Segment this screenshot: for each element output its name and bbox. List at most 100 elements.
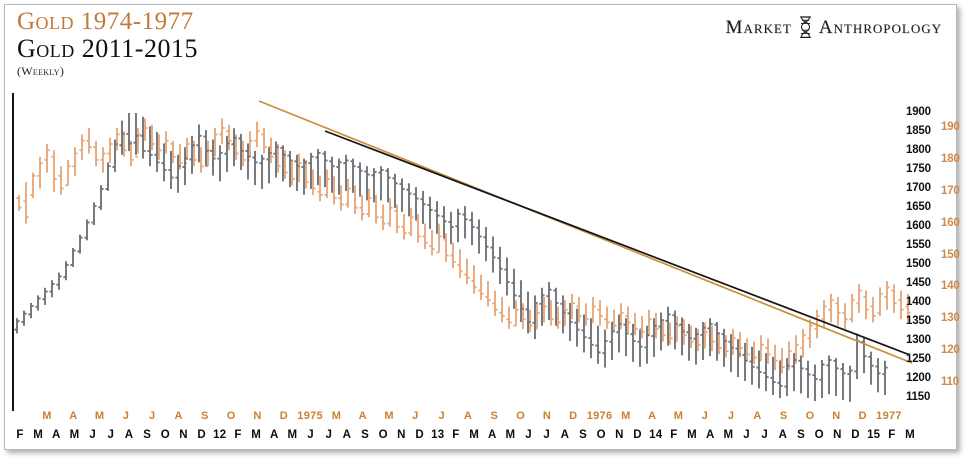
ohlc-bar xyxy=(833,358,839,397)
ohlc-bar xyxy=(231,128,237,167)
ohlc-bar xyxy=(308,152,314,189)
ohlc-bar xyxy=(44,143,50,173)
x-tick-orange: A xyxy=(69,410,78,422)
ohlc-bar xyxy=(784,358,790,397)
y-tick-orange: 180 xyxy=(941,152,960,165)
x-tick-black: F xyxy=(452,429,460,441)
ohlc-bar xyxy=(490,236,496,273)
ohlc-bar xyxy=(210,139,216,176)
y-tick-black: 1350 xyxy=(906,315,931,327)
dna-helix-icon xyxy=(799,16,811,38)
x-tick-orange: A xyxy=(463,410,473,422)
ohlc-bar xyxy=(366,188,372,218)
x-tick-orange: J xyxy=(438,410,445,422)
ohlc-bar xyxy=(380,204,386,230)
ohlc-bar xyxy=(51,150,57,192)
ohlc-bar xyxy=(399,178,405,212)
y-tick-black: 1850 xyxy=(906,125,931,137)
x-tick-black: A xyxy=(487,429,497,441)
ohlc-bar xyxy=(679,317,685,356)
ohlc-bar xyxy=(30,172,36,199)
x-tick-black: A xyxy=(270,429,279,441)
ohlc-bar xyxy=(805,360,811,398)
ohlc-bar xyxy=(623,318,629,357)
ohlc-bar xyxy=(478,274,484,301)
x-tick-orange: D xyxy=(858,410,867,422)
ohlc-bar xyxy=(457,249,463,278)
ohlc-bar xyxy=(812,364,818,402)
ohlc-bar xyxy=(609,322,615,360)
x-tick-black: M xyxy=(505,429,516,441)
ohlc-bar xyxy=(891,284,897,313)
price-chart-plot xyxy=(14,100,913,402)
ohlc-bar xyxy=(119,120,125,155)
ohlc-bar xyxy=(322,151,328,188)
ohlc-bar xyxy=(350,158,356,193)
ohlc-bar xyxy=(462,206,468,239)
x-tick-black: A xyxy=(560,429,570,441)
ohlc-bar xyxy=(385,168,391,203)
x-tick-black: O xyxy=(814,429,824,441)
x-tick-black: N xyxy=(397,429,406,441)
ohlc-bar xyxy=(616,314,622,353)
ohlc-bar xyxy=(126,113,132,151)
ohlc-bar xyxy=(693,327,699,365)
ohlc-bar xyxy=(16,194,22,211)
ohlc-bar xyxy=(791,353,797,392)
ohlc-bar xyxy=(875,358,881,393)
ohlc-bar xyxy=(476,219,482,254)
x-tick-black: M xyxy=(287,429,298,441)
ohlc-bar xyxy=(630,323,636,362)
ohlc-bar xyxy=(378,166,384,201)
x-tick-black: N xyxy=(179,429,188,441)
x-tick-black: A xyxy=(778,429,788,441)
x-tick-black: J xyxy=(525,429,532,441)
ohlc-bar xyxy=(182,147,188,186)
ohlc-bar xyxy=(450,242,456,269)
ohlc-bar xyxy=(317,175,323,202)
ohlc-bar xyxy=(364,166,370,201)
logo-word-market: Market xyxy=(725,17,792,38)
x-tick-orange: D xyxy=(279,410,288,422)
ohlc-bar xyxy=(742,342,748,381)
ohlc-bar xyxy=(672,310,678,350)
ohlc-bar xyxy=(170,140,176,164)
y-tick-orange: 140 xyxy=(941,280,960,293)
x-tick-black: D xyxy=(851,429,860,441)
ohlc-bar xyxy=(65,159,71,187)
x-tick-black: D xyxy=(197,429,206,441)
x-tick-black: A xyxy=(705,429,715,441)
x-tick-orange: O xyxy=(226,410,236,422)
ohlc-bar xyxy=(413,187,419,221)
ohlc-bar xyxy=(238,133,244,170)
x-tick-black: M xyxy=(33,429,44,441)
ohlc-bar xyxy=(511,268,517,309)
ohlc-bar xyxy=(324,169,330,199)
ohlc-bar xyxy=(588,318,594,359)
x-tick-orange: S xyxy=(779,410,788,422)
x-tick-orange: S xyxy=(490,410,499,422)
chart-frame: Gold 1974-1977 Gold 2011-2015 (Weekly) M… xyxy=(4,4,960,450)
ohlc-bar xyxy=(401,214,407,240)
ohlc-bar xyxy=(93,140,99,167)
ohlc-bar xyxy=(261,128,267,154)
ohlc-bar xyxy=(714,322,720,361)
ohlc-bar xyxy=(637,329,643,367)
ohlc-bar xyxy=(749,346,755,385)
ohlc-bar xyxy=(359,194,365,221)
ohlc-bar xyxy=(721,328,727,367)
x-tick-orange: J xyxy=(701,410,709,422)
ohlc-bar xyxy=(532,295,538,340)
ohlc-bar xyxy=(91,202,97,226)
ohlc-bar xyxy=(168,151,174,189)
ohlc-bar xyxy=(273,141,279,178)
ohlc-bar xyxy=(394,204,400,234)
x-tick-black: J xyxy=(325,429,333,441)
ohlc-bar xyxy=(301,158,307,195)
y-tick-black: 1600 xyxy=(906,220,931,232)
ohlc-bar xyxy=(84,219,90,241)
x-tick-black: D xyxy=(415,429,424,441)
ohlc-bar xyxy=(483,227,489,262)
x-tick-orange: S xyxy=(201,410,209,422)
ohlc-bar xyxy=(70,247,76,267)
